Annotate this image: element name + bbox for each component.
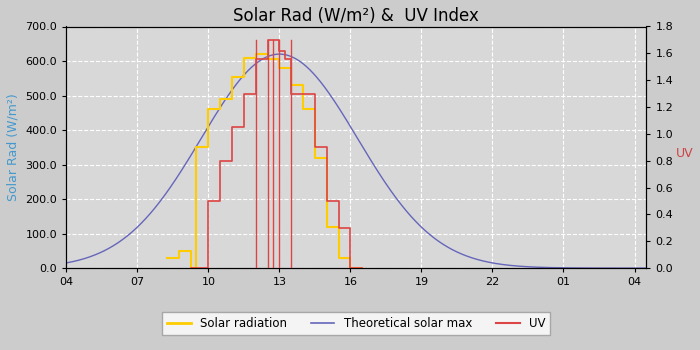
Title: Solar Rad (W/m²) &  UV Index: Solar Rad (W/m²) & UV Index — [233, 7, 480, 25]
Legend: Solar radiation, Theoretical solar max, UV: Solar radiation, Theoretical solar max, … — [162, 312, 550, 335]
Y-axis label: Solar Rad (W/m²): Solar Rad (W/m²) — [7, 93, 20, 201]
Y-axis label: UV: UV — [676, 147, 693, 160]
